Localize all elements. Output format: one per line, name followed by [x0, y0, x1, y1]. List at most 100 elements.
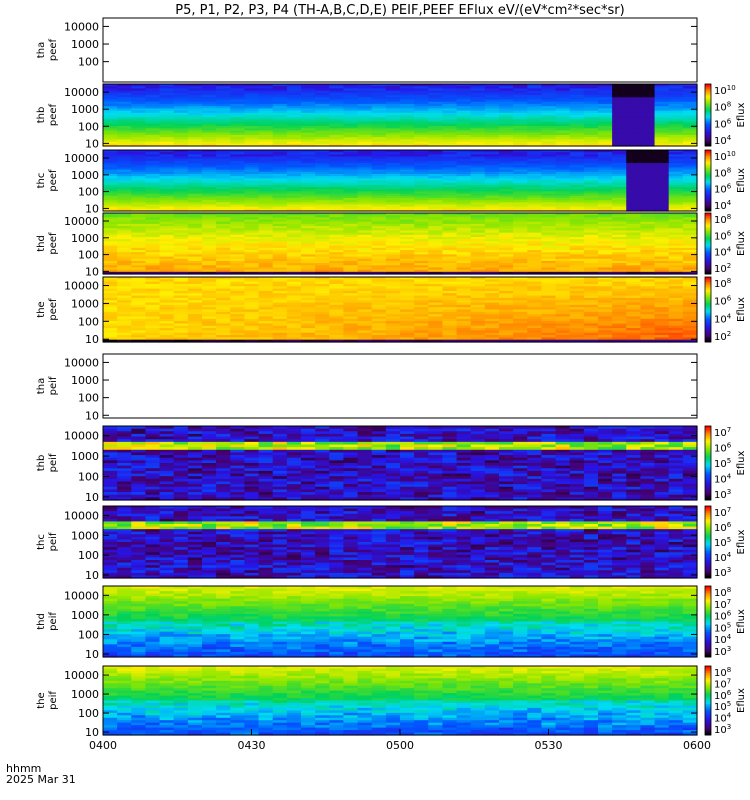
heatmap-cell [343, 171, 359, 175]
heatmap-cell [484, 92, 500, 96]
heatmap-cell [541, 132, 557, 136]
heatmap-cell [371, 99, 387, 103]
heatmap-cell [428, 279, 444, 283]
colorbar-swatch [705, 97, 711, 100]
heatmap-cell [640, 283, 656, 287]
heatmap-cell [442, 184, 458, 188]
heatmap-cell [527, 325, 543, 329]
heatmap-cell [668, 307, 684, 311]
heatmap-cell [371, 339, 387, 343]
heatmap-cell [400, 141, 415, 145]
heatmap-cell [230, 191, 246, 195]
heatmap-cell [145, 189, 161, 192]
colorbar-swatch [705, 207, 711, 210]
heatmap-cell [286, 193, 302, 197]
heatmap-cell [456, 226, 472, 229]
heatmap-cell [216, 191, 231, 195]
colorbar-swatch [705, 255, 711, 258]
heatmap-cell [583, 187, 599, 190]
heatmap-cell [301, 219, 316, 223]
colorbar-swatch [705, 116, 711, 119]
heatmap-cell [569, 267, 585, 271]
heatmap-cell [428, 267, 444, 271]
heatmap-cell [541, 213, 557, 216]
heatmap-cell [414, 152, 429, 155]
heatmap-cell [626, 247, 642, 251]
heatmap-cell [272, 110, 288, 114]
heatmap-cell [371, 234, 387, 238]
heatmap-cell [598, 154, 613, 158]
heatmap-cell [272, 99, 288, 103]
heatmap-cell [470, 95, 486, 98]
heatmap-cell [513, 241, 528, 245]
heatmap-cell [103, 433, 118, 438]
heatmap-cell [159, 221, 175, 225]
heatmap-cell [145, 99, 161, 103]
heatmap-cell [668, 160, 684, 164]
heatmap-cell [569, 300, 585, 304]
heatmap-cell [428, 156, 444, 160]
heatmap-cell [301, 152, 316, 155]
heatmap-cell [371, 121, 387, 125]
heatmap-cell [272, 295, 288, 299]
heatmap-cell [484, 187, 500, 190]
heatmap-cell [230, 143, 246, 147]
heatmap-cell [654, 339, 670, 343]
heatmap-cell [442, 171, 458, 175]
heatmap-cell [202, 141, 217, 145]
heatmap-cell [315, 88, 330, 92]
heatmap-cell [315, 115, 330, 118]
heatmap-cell [583, 337, 599, 341]
heatmap-cell [668, 223, 684, 227]
heatmap-cell [682, 119, 698, 123]
heatmap-cell [103, 200, 118, 203]
heatmap-cell [173, 269, 189, 273]
heatmap-cell [244, 99, 260, 103]
heatmap-cell [527, 189, 543, 192]
heatmap-cell [513, 239, 528, 242]
heatmap-cell [484, 243, 500, 247]
heatmap-cell [400, 302, 415, 306]
heatmap-cell [117, 143, 132, 147]
heatmap-cell [583, 189, 599, 192]
heatmap-cell [654, 112, 670, 116]
heatmap-cell [682, 252, 698, 255]
colorbar-tick-label: 108 [714, 166, 731, 179]
colorbar-swatch [705, 144, 711, 147]
heatmap-cell [612, 241, 627, 245]
heatmap-cell [244, 318, 260, 322]
heatmap-cell [103, 277, 118, 280]
heatmap-cell [173, 247, 189, 251]
heatmap-cell [400, 236, 415, 240]
heatmap-cell [428, 293, 444, 297]
heatmap-cell [173, 115, 189, 118]
heatmap-cell [470, 252, 486, 255]
heatmap-cell [428, 223, 444, 227]
heatmap-cell [668, 245, 684, 249]
heatmap-cell [541, 269, 557, 273]
heatmap-cell [272, 311, 288, 315]
heatmap-cell [244, 165, 260, 169]
heatmap-cell [400, 277, 415, 280]
heatmap-cell [145, 208, 161, 212]
heatmap-cell [541, 302, 557, 306]
heatmap-cell [668, 141, 684, 145]
heatmap-cell [117, 271, 132, 275]
heatmap-cell [541, 223, 557, 227]
heatmap-cell [272, 250, 288, 253]
heatmap-cell [286, 95, 302, 98]
heatmap-cell [414, 169, 429, 173]
heatmap-cell [216, 279, 231, 283]
heatmap-cell [357, 283, 373, 287]
heatmap-cell [258, 241, 274, 245]
heatmap-cell [301, 283, 316, 287]
heatmap-cell [244, 200, 260, 203]
heatmap-cell [583, 108, 599, 112]
heatmap-cell [414, 88, 429, 92]
heatmap-cell [202, 134, 217, 138]
heatmap-cell [315, 176, 330, 179]
heatmap-cell [428, 286, 444, 290]
heatmap-cell [414, 323, 429, 327]
